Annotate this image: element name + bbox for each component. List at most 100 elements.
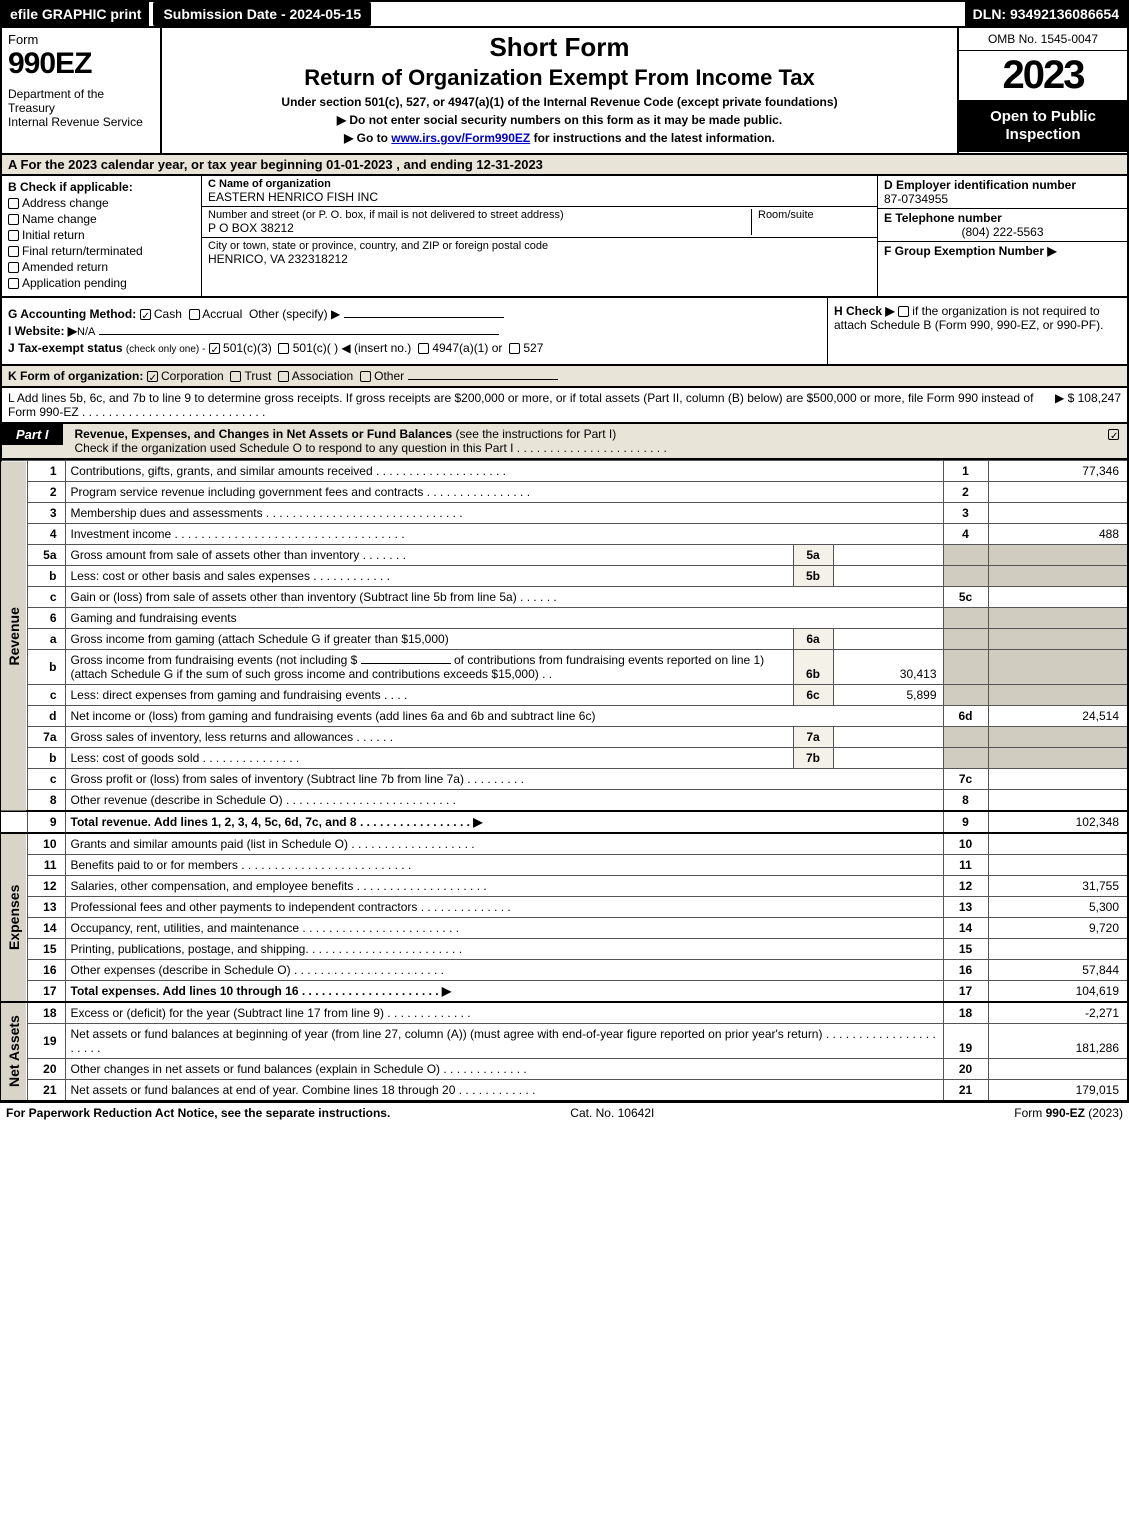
ln-num: 14 [27, 918, 65, 939]
cb-initial-return[interactable]: Initial return [8, 228, 195, 242]
cb-corporation[interactable] [147, 371, 158, 382]
ln-desc: Gross income from gaming (attach Schedul… [65, 629, 793, 650]
mid-amt [833, 566, 943, 587]
cb-label: Name change [22, 212, 97, 226]
cb-501c[interactable] [278, 343, 289, 354]
cb-trust[interactable] [230, 371, 241, 382]
ln-num: b [27, 748, 65, 769]
phone-label: E Telephone number [884, 211, 1121, 225]
efile-print-label[interactable]: efile GRAPHIC print [2, 2, 149, 26]
cb-application-pending[interactable]: Application pending [8, 276, 195, 290]
line-6a: aGross income from gaming (attach Schedu… [1, 629, 1128, 650]
shade [943, 545, 988, 566]
ln-desc: Other revenue (describe in Schedule O) .… [65, 790, 943, 812]
ln-desc: Net assets or fund balances at end of ye… [65, 1080, 943, 1102]
ein-value: 87-0734955 [884, 192, 1121, 206]
part1-title-bold: Revenue, Expenses, and Changes in Net As… [75, 427, 453, 441]
line-8: 8Other revenue (describe in Schedule O) … [1, 790, 1128, 812]
ln-num: 16 [27, 960, 65, 981]
cb-final-return[interactable]: Final return/terminated [8, 244, 195, 258]
ln-num: 1 [27, 461, 65, 482]
cb-schedule-o-part1[interactable] [1108, 429, 1119, 440]
line-18: Net Assets 18Excess or (deficit) for the… [1, 1002, 1128, 1024]
cb-accrual[interactable] [189, 309, 200, 320]
city-row: City or town, state or province, country… [202, 238, 877, 268]
ln-desc: Grants and similar amounts paid (list in… [65, 833, 943, 855]
ln-desc: Gross sales of inventory, less returns a… [65, 727, 793, 748]
accounting-method: G Accounting Method: Cash Accrual Other … [8, 307, 821, 321]
cb-501c3[interactable] [209, 343, 220, 354]
irs-link[interactable]: www.irs.gov/Form990EZ [391, 131, 530, 145]
cb-label: Application pending [22, 276, 127, 290]
cb-label: Initial return [22, 228, 85, 242]
ln-desc: Contributions, gifts, grants, and simila… [65, 461, 943, 482]
mid-amt: 30,413 [833, 650, 943, 685]
ln-desc: Net income or (loss) from gaming and fun… [65, 706, 943, 727]
ln-amt [988, 833, 1128, 855]
cb-address-change[interactable]: Address change [8, 196, 195, 210]
ln-box: 7c [943, 769, 988, 790]
501c3-label: 501(c)(3) [223, 341, 272, 355]
ln-desc: Other changes in net assets or fund bala… [65, 1059, 943, 1080]
line-7a: 7aGross sales of inventory, less returns… [1, 727, 1128, 748]
ln-desc: Less: cost of goods sold . . . . . . . .… [65, 748, 793, 769]
cb-association[interactable] [278, 371, 289, 382]
line-15: 15Printing, publications, postage, and s… [1, 939, 1128, 960]
part1-table: Revenue 1 Contributions, gifts, grants, … [0, 460, 1129, 1102]
cb-4947[interactable] [418, 343, 429, 354]
open-inspection-label: Open to Public Inspection [959, 100, 1127, 152]
ln-num: 18 [27, 1002, 65, 1024]
ln-box: 9 [943, 811, 988, 833]
form-number: 990EZ [8, 47, 154, 81]
footer-right: Form 990-EZ (2023) [1014, 1106, 1123, 1120]
shade [943, 566, 988, 587]
group-exemption-row: F Group Exemption Number ▶ [878, 242, 1127, 260]
cb-label: Amended return [22, 260, 108, 274]
ln-num: c [27, 587, 65, 608]
line-6b: bGross income from fundraising events (n… [1, 650, 1128, 685]
line-12: 12Salaries, other compensation, and empl… [1, 876, 1128, 897]
ln-num: 10 [27, 833, 65, 855]
ln-amt: 181,286 [988, 1024, 1128, 1059]
phone-value: (804) 222-5563 [884, 225, 1121, 239]
addr-label: Number and street (or P. O. box, if mail… [208, 209, 751, 221]
shade [988, 629, 1128, 650]
ln-box: 17 [943, 981, 988, 1003]
line-6d: dNet income or (loss) from gaming and fu… [1, 706, 1128, 727]
ln-desc: Gross income from fundraising events (no… [65, 650, 793, 685]
block-b-to-f: B Check if applicable: Address change Na… [0, 176, 1129, 298]
cb-527[interactable] [509, 343, 520, 354]
ln-amt: 24,514 [988, 706, 1128, 727]
mid-box: 6a [793, 629, 833, 650]
cb-other-org[interactable] [360, 371, 371, 382]
mid-amt: 5,899 [833, 685, 943, 706]
line-17: 17Total expenses. Add lines 10 through 1… [1, 981, 1128, 1003]
shade [988, 566, 1128, 587]
ln-num: 20 [27, 1059, 65, 1080]
ln-box: 3 [943, 503, 988, 524]
ln-box: 2 [943, 482, 988, 503]
ln-num: c [27, 769, 65, 790]
ln-num: 7a [27, 727, 65, 748]
website-row: I Website: ▶N/A [8, 324, 821, 338]
cb-schedule-b[interactable] [898, 306, 909, 317]
shade [943, 748, 988, 769]
ln-amt: 31,755 [988, 876, 1128, 897]
line-16: 16Other expenses (describe in Schedule O… [1, 960, 1128, 981]
ein-row: D Employer identification number 87-0734… [878, 176, 1127, 209]
cb-name-change[interactable]: Name change [8, 212, 195, 226]
omb-number: OMB No. 1545-0047 [959, 28, 1127, 51]
shade [988, 545, 1128, 566]
website-label: I Website: ▶ [8, 324, 77, 338]
section-h: H Check ▶ if the organization is not req… [827, 298, 1127, 364]
cb-cash[interactable] [140, 309, 151, 320]
ln-box: 12 [943, 876, 988, 897]
ln-num: 8 [27, 790, 65, 812]
netassets-side-label: Net Assets [1, 1002, 27, 1101]
short-form-title: Short Form [170, 32, 949, 63]
cb-amended-return[interactable]: Amended return [8, 260, 195, 274]
ln-num: b [27, 650, 65, 685]
form-subtitle-3: ▶ Go to www.irs.gov/Form990EZ for instru… [170, 131, 949, 145]
line-14: 14Occupancy, rent, utilities, and mainte… [1, 918, 1128, 939]
header-right: OMB No. 1545-0047 2023 Open to Public In… [957, 28, 1127, 153]
